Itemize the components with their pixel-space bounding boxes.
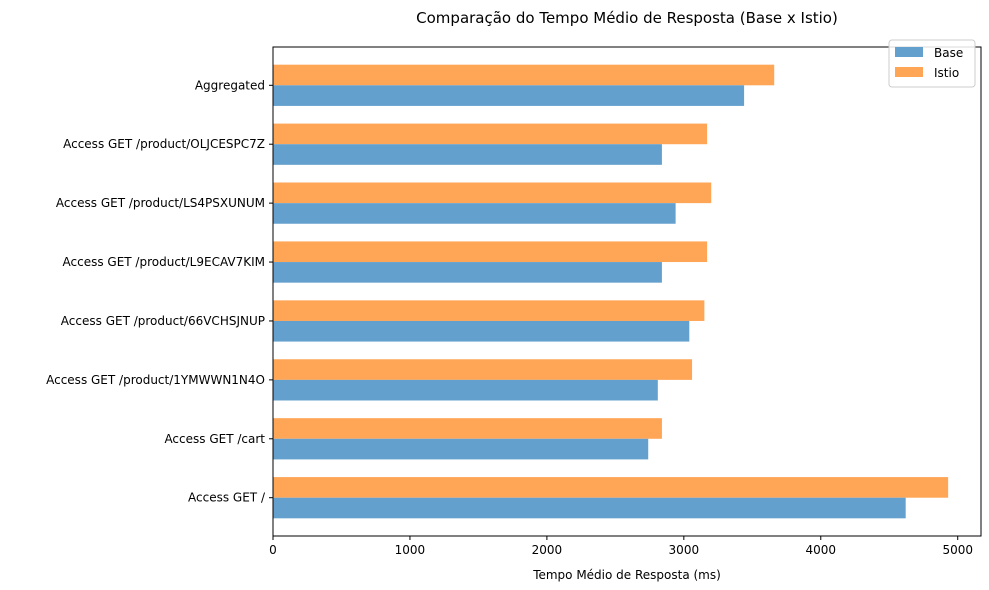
- legend: Base Istio: [888, 39, 976, 88]
- y-tick-label: Access GET /product/66VCHSJNUP: [61, 314, 265, 328]
- y-axis: Aggregated Access GET /product/OLJCESPC7Z…: [46, 78, 273, 505]
- y-tick-label: Access GET /product/LS4PSXUNUM: [56, 196, 265, 210]
- legend-swatch: [895, 47, 923, 57]
- bar-istio: [273, 241, 708, 263]
- y-tick-label: Access GET /: [188, 491, 266, 505]
- plot-frame: [272, 46, 982, 537]
- bar-base: [273, 144, 662, 165]
- plot-area: [273, 64, 949, 519]
- x-axis-label: Tempo Médio de Resposta (ms): [532, 568, 721, 582]
- x-tick-label: 3000: [669, 543, 700, 557]
- x-tick-label: 0: [269, 543, 277, 557]
- legend-label: Istio: [934, 66, 959, 80]
- bar-base: [273, 85, 745, 106]
- y-tick-label: Access GET /product/L9ECAV7KIM: [63, 255, 266, 269]
- bar-base: [273, 438, 649, 460]
- bar-istio: [273, 64, 775, 86]
- x-tick-label: 5000: [942, 543, 973, 557]
- bar-base: [273, 320, 690, 342]
- bar-istio: [273, 477, 949, 498]
- bar-istio: [273, 300, 705, 321]
- bar-base: [273, 203, 676, 224]
- bar-base: [273, 497, 906, 519]
- y-tick-label: Access GET /cart: [164, 432, 265, 446]
- bar-istio: [273, 418, 662, 439]
- y-tick-label: Access GET /product/OLJCESPC7Z: [63, 137, 265, 151]
- chart-title: Comparação do Tempo Médio de Resposta (B…: [416, 9, 838, 27]
- y-tick-label: Access GET /product/1YMWWN1N4O: [46, 373, 265, 387]
- x-axis: 0 1000 2000 3000 4000 5000: [269, 536, 973, 557]
- x-tick-label: 2000: [532, 543, 563, 557]
- legend-label: Base: [934, 46, 963, 60]
- y-tick-label: Aggregated: [195, 78, 265, 92]
- bar-istio: [273, 123, 708, 145]
- bar-base: [273, 262, 662, 283]
- bar-base: [273, 379, 658, 401]
- x-tick-label: 4000: [806, 543, 837, 557]
- bar-istio: [273, 182, 712, 204]
- x-tick-label: 1000: [395, 543, 426, 557]
- bar-istio: [273, 359, 693, 380]
- legend-swatch: [895, 67, 923, 77]
